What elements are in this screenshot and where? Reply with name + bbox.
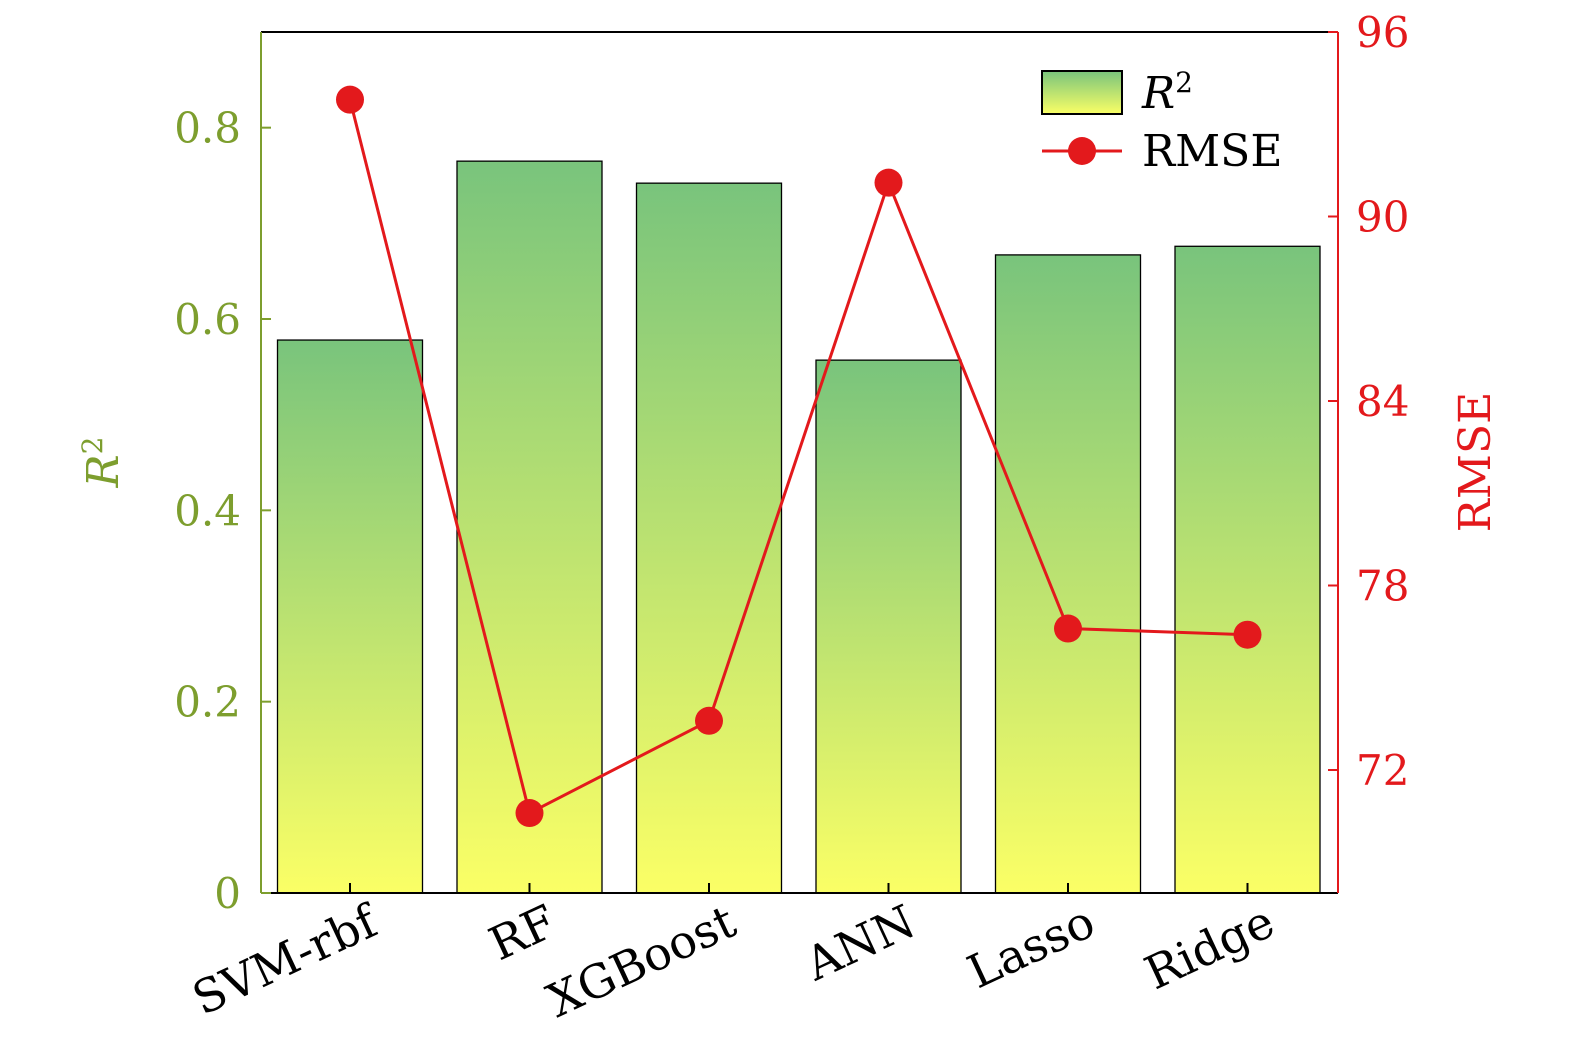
bars (276, 160, 1321, 894)
right-y-tick-label: 78 (1356, 562, 1409, 611)
rmse-point-ridge (1233, 620, 1262, 649)
rmse-line (348, 99, 1248, 816)
bar-ann (815, 359, 962, 894)
right-y-tick-label: 90 (1356, 193, 1409, 242)
right-y-axis-label: RMSE (1450, 392, 1501, 532)
bar-ridge (1174, 245, 1321, 894)
x-tick-label: Ridge (1137, 894, 1283, 1000)
x-tick-label: XGBoost (539, 894, 744, 1028)
rmse-point-xgboost (695, 706, 723, 735)
x-tick-label: ANN (796, 894, 923, 991)
rmse-line-series (336, 85, 1262, 828)
bar-svm-rbf (276, 339, 424, 894)
right-y-tick-label: 72 (1356, 746, 1409, 795)
rmse-point-svm-rbf (336, 85, 364, 114)
left-y-tick-label: 0.8 (174, 104, 241, 153)
left-y-tick-label: 0.4 (174, 486, 241, 535)
legend-rmse-label: RMSE (1142, 126, 1282, 177)
left-y-axis-label: R2 (76, 437, 129, 489)
x-tick-label: Lasso (959, 894, 1102, 999)
bar-xgboost (635, 182, 783, 894)
rmse-point-ann (874, 168, 903, 197)
bar-rf (456, 160, 603, 894)
right-y-tick-label: 84 (1356, 377, 1409, 426)
legend: R2 RMSE (1041, 66, 1282, 177)
left-y-tick-label: 0.6 (174, 295, 241, 344)
x-tick-label: RF (481, 894, 564, 971)
left-y-tick-label: 0.2 (174, 678, 241, 727)
legend-rmse-marker (1068, 137, 1096, 165)
bar-lasso (994, 254, 1142, 894)
rmse-point-rf (515, 799, 544, 828)
legend-r2-swatch (1041, 70, 1123, 115)
legend-r2-label: R2 (1141, 66, 1193, 119)
right-y-tick-label: 96 (1356, 8, 1409, 57)
rmse-point-lasso (1054, 614, 1082, 643)
left-y-tick-label: 0 (214, 869, 241, 918)
